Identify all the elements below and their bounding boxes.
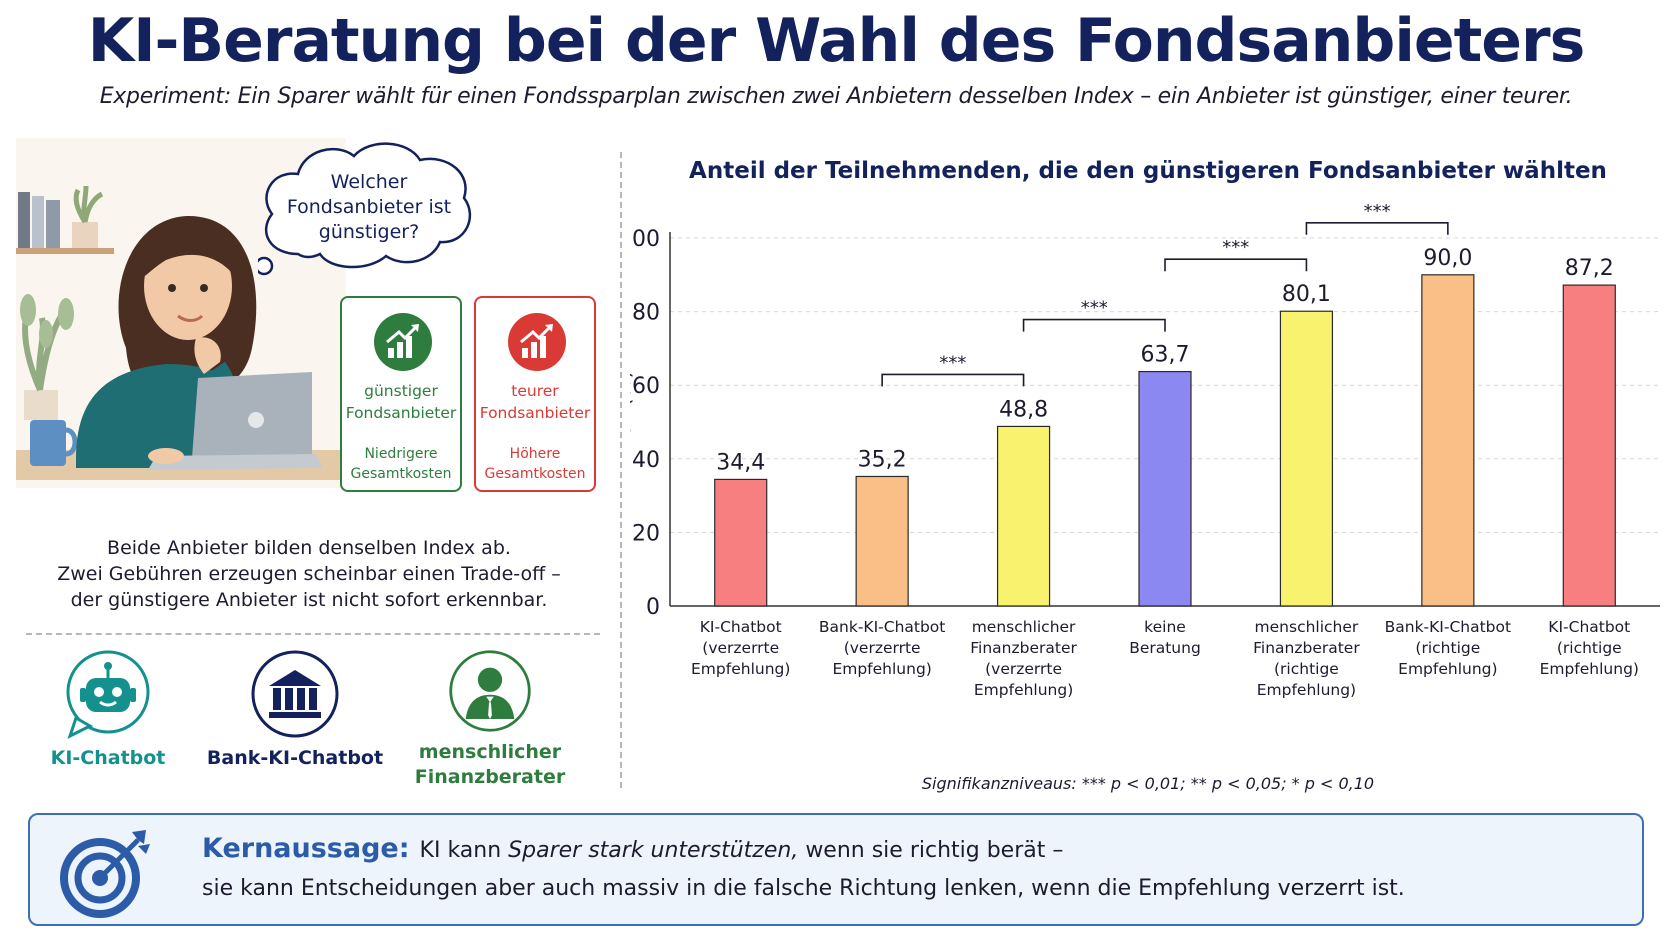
advisor-bank-chatbot: Bank-KI-Chatbot xyxy=(205,648,385,771)
x-tick-label: Bank-KI-Chatbot (verzerrte Empfehlung) xyxy=(819,618,945,678)
key-message-label: Kernaussage: xyxy=(202,833,410,864)
bar xyxy=(1138,370,1192,607)
advisor-ki-chatbot: KI-Chatbot xyxy=(40,648,176,771)
page-subtitle: Experiment: Ein Sparer wählt für einen F… xyxy=(0,84,1672,109)
horizontal-divider xyxy=(26,633,600,635)
card-name-line: Fondsanbieter xyxy=(345,404,457,422)
card-name-line: Fondsanbieter xyxy=(479,404,591,422)
advisor-label: KI-Chatbot xyxy=(40,746,176,771)
significance-label: *** xyxy=(939,352,966,373)
significance-bracket xyxy=(1022,318,1166,332)
key-message-line-2: sie kann Entscheidungen aber auch massiv… xyxy=(202,876,1405,901)
significance-label: *** xyxy=(1081,298,1108,319)
y-tick-label: 0 xyxy=(646,595,660,620)
y-tick-label: 40 xyxy=(632,448,660,473)
bar xyxy=(714,478,768,607)
subtitle-text: Ein Sparer wählt für einen Fondssparplan… xyxy=(230,84,1573,109)
target-icon xyxy=(60,830,150,918)
key-message-box xyxy=(28,813,1644,926)
key-message-part: KI kann xyxy=(419,838,509,863)
x-tick-label: keine Beratung xyxy=(1129,618,1201,657)
advisor-label-line: menschlicher xyxy=(418,741,562,763)
robot-chat-icon xyxy=(66,650,150,739)
cheap-provider-name: günstiger Fondsanbieter xyxy=(342,380,460,424)
bank-building-icon xyxy=(251,650,339,738)
bar-value-label: 90,0 xyxy=(1423,246,1472,271)
advisor-label-line: Bank-KI-Chatbot xyxy=(206,747,384,769)
bar-value-label: 63,7 xyxy=(1141,343,1190,368)
significance-bracket xyxy=(1164,258,1308,272)
y-tick-label: 80 xyxy=(632,301,660,326)
cost-chart-icon xyxy=(508,313,566,371)
card-desc-line: Gesamtkosten xyxy=(484,466,586,482)
growth-chart-icon xyxy=(374,313,432,371)
cheap-provider-card: günstiger Fondsanbieter Niedrigere Gesam… xyxy=(340,296,462,492)
bar-value-label: 34,4 xyxy=(716,450,765,475)
advisor-label: menschlicher Finanzberater xyxy=(405,740,575,790)
bar-value-label: 80,1 xyxy=(1282,282,1331,307)
card-desc-line: Höhere xyxy=(509,446,561,462)
page-title: KI-Beratung bei der Wahl des Fondsanbiet… xyxy=(87,6,1586,76)
bubble-line: Welcher xyxy=(330,171,408,193)
cheap-provider-desc: Niedrigere Gesamtkosten xyxy=(342,444,460,484)
bar-value-label: 48,8 xyxy=(999,397,1048,422)
explanation-line: der günstigere Anbieter ist nicht sofort… xyxy=(70,589,548,611)
x-tick-label: Bank-KI-Chatbot (richtige Empfehlung) xyxy=(1385,618,1511,678)
bar xyxy=(1421,274,1475,607)
expensive-provider-name: teurer Fondsanbieter xyxy=(476,380,594,424)
bar xyxy=(1562,284,1616,607)
advisor-label-line: KI-Chatbot xyxy=(50,747,166,769)
explanation-line: Beide Anbieter bilden denselben Index ab… xyxy=(107,537,511,559)
advisor-label: Bank-KI-Chatbot xyxy=(205,746,385,771)
scenario-explanation: Beide Anbieter bilden denselben Index ab… xyxy=(28,535,590,613)
y-axis-label: Anteil (%) xyxy=(630,370,635,474)
thought-bubble-text: Welcher Fondsanbieter ist günstiger? xyxy=(272,170,466,245)
bar-chart: 0 20 40 60 80 100 34,4 35,2 48,8 63,7 80,1 90,0 87,… xyxy=(630,201,1660,699)
x-tick-label: menschlicher Finanzberater (richtige Empfeh… xyxy=(1253,618,1360,699)
card-desc-line: Gesamtkosten xyxy=(350,466,452,482)
advisor-human: menschlicher Finanzberater xyxy=(405,648,575,790)
significance-note: Signifikanzniveaus: *** p < 0,01; ** p <… xyxy=(921,774,1375,793)
bar xyxy=(855,475,909,607)
expensive-provider-card: teurer Fondsanbieter Höhere Gesamtkosten xyxy=(474,296,596,492)
card-name-line: günstiger xyxy=(364,382,438,400)
advisor-label-line: Finanzberater xyxy=(414,766,566,788)
bar-value-label: 87,2 xyxy=(1565,256,1614,281)
thought-bubble xyxy=(258,142,472,276)
key-message-emphasis: Sparer stark unterstützen, xyxy=(508,838,806,863)
significance-bracket xyxy=(881,373,1025,387)
bar xyxy=(1279,310,1334,607)
vertical-divider xyxy=(620,152,622,788)
key-message-line-1: Kernaussage: KI kann Sparer stark unterst… xyxy=(202,833,1063,864)
expensive-provider-desc: Höhere Gesamtkosten xyxy=(476,444,594,484)
significance-label: *** xyxy=(1222,237,1249,258)
y-tick-label: 100 xyxy=(630,227,660,252)
significance-label: *** xyxy=(1364,201,1391,222)
advisor-person-icon xyxy=(449,650,531,732)
key-message-part: wenn sie richtig berät – xyxy=(805,838,1064,863)
significance-bracket xyxy=(1305,222,1449,235)
bubble-line: Fondsanbieter ist xyxy=(286,196,452,218)
x-tick-label: menschlicher Finanzberater (verzerrte Empfe… xyxy=(970,618,1077,699)
chart-title: Anteil der Teilnehmenden, die den günsti… xyxy=(689,158,1607,184)
card-name-line: teurer xyxy=(511,382,559,400)
subtitle-label: Experiment: xyxy=(99,84,232,109)
y-tick-label: 20 xyxy=(632,521,660,546)
card-desc-line: Niedrigere xyxy=(364,446,438,462)
x-tick-label: KI-Chatbot (verzerrte Empfehlung) xyxy=(691,618,790,678)
bubble-line: günstiger? xyxy=(318,221,420,243)
y-tick-label: 60 xyxy=(632,374,660,399)
bar xyxy=(996,425,1051,607)
explanation-line: Zwei Gebühren erzeugen scheinbar einen T… xyxy=(57,563,561,585)
bar-value-label: 35,2 xyxy=(858,447,907,472)
x-tick-label: KI-Chatbot (richtige Empfehlung) xyxy=(1540,618,1639,678)
